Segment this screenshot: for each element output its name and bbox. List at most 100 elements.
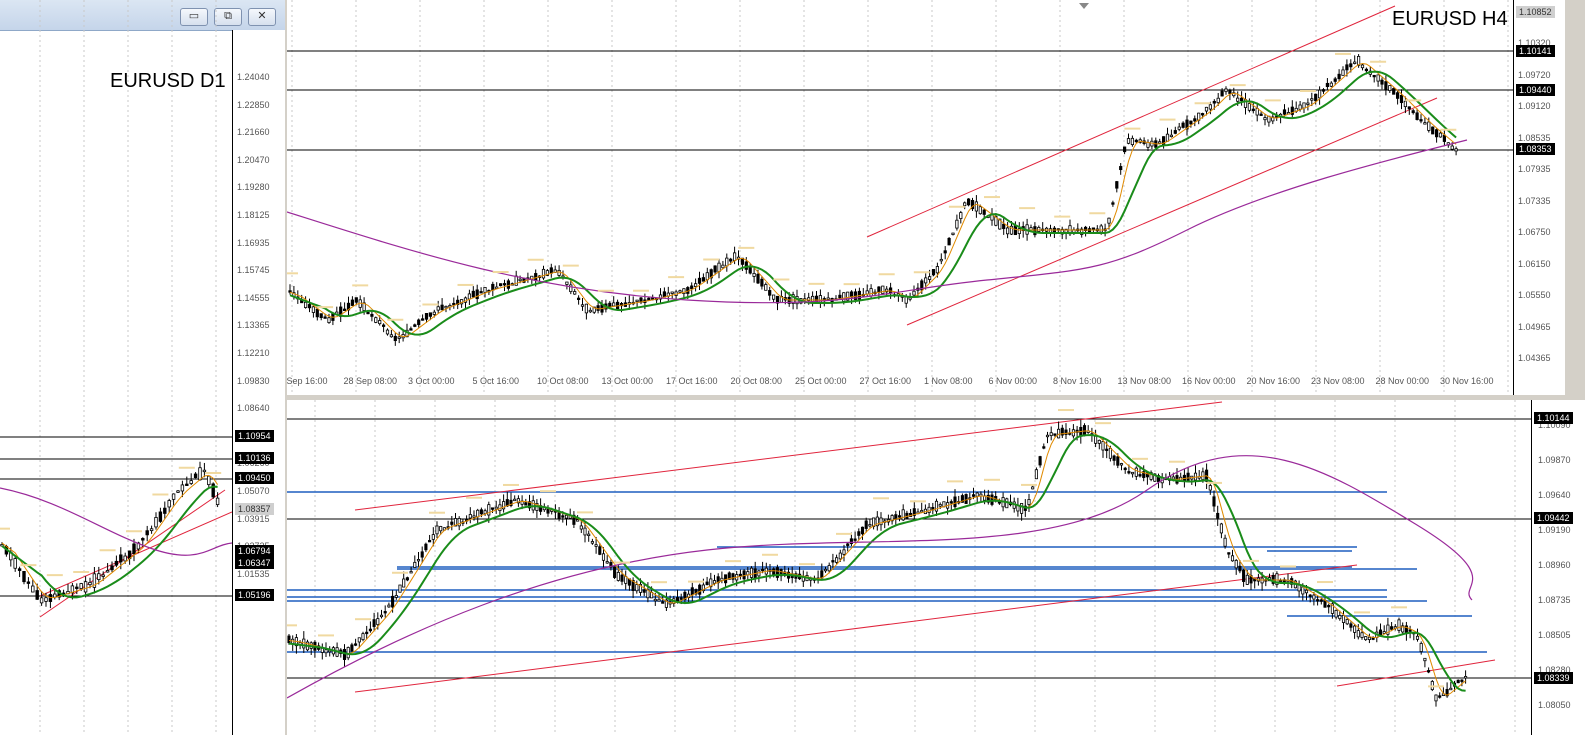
- candle-body: [1216, 512, 1220, 519]
- candle-body: [361, 633, 365, 641]
- bottom-plot-area[interactable]: [287, 400, 1531, 735]
- candle-body: [362, 302, 366, 311]
- time-axis-label: 1 Nov 08:00: [924, 376, 973, 386]
- candle-body: [1049, 432, 1053, 436]
- candle-body: [1304, 589, 1309, 594]
- price-level-tag: 1.10954: [235, 430, 274, 442]
- candle-body: [163, 507, 167, 514]
- chart-window-eurusd-d1[interactable]: ▭ ⧉ ✕ EURUSD D1 1.24040 1.22850 1.21660 1.2…: [0, 0, 285, 735]
- d1-plot-area[interactable]: [0, 0, 232, 735]
- candle-body: [1449, 687, 1453, 691]
- candle-body: [502, 283, 507, 286]
- price-scale[interactable]: 1.10090 1.09870 1.09640 1.09190 1.08960 1.087…: [1531, 400, 1585, 735]
- candle-body: [1169, 134, 1174, 138]
- candle-body: [1219, 523, 1223, 534]
- candle-body: [1372, 74, 1376, 78]
- moving-average-fast: [288, 430, 1466, 696]
- chart-window-eurusd-h4[interactable]: EURUSD H4 1.10320 1.09720 1.09120 1.08535 1.…: [287, 0, 1565, 395]
- candle-body: [101, 574, 105, 577]
- candle-body: [198, 467, 202, 481]
- candle-body: [1308, 594, 1312, 597]
- candle-body: [934, 500, 939, 512]
- candle-body: [471, 290, 475, 298]
- candle-body: [959, 212, 963, 219]
- price-level-tag: 1.10141: [1516, 45, 1555, 57]
- candle-body: [901, 509, 905, 521]
- candle-body: [1162, 136, 1166, 146]
- candle-body: [472, 515, 476, 518]
- moving-average-fast: [1, 474, 219, 599]
- candle-body: [141, 538, 145, 541]
- candle-body: [605, 561, 609, 564]
- candle-body: [791, 294, 795, 304]
- candle-body: [185, 483, 189, 486]
- candle-body: [323, 316, 327, 319]
- candle-body: [1216, 97, 1220, 104]
- candle-body: [1177, 126, 1181, 130]
- h4-plot-area[interactable]: [287, 0, 1513, 395]
- candle-body: [1255, 108, 1259, 116]
- candle-body: [145, 530, 149, 536]
- scroll-marker-icon[interactable]: [1079, 3, 1089, 9]
- price-scale[interactable]: 1.24040 1.22850 1.21660 1.20470 1.19280 1.181…: [232, 30, 285, 735]
- candle-body: [1240, 97, 1244, 102]
- candle-body: [931, 269, 936, 276]
- candle-body: [1242, 569, 1246, 582]
- candle-body: [1435, 129, 1439, 138]
- candle-body: [912, 508, 916, 516]
- candle-body: [955, 219, 959, 229]
- candle-body: [1356, 630, 1360, 638]
- candle-body: [865, 290, 869, 295]
- candle-body: [588, 309, 592, 313]
- candle-body: [1064, 429, 1068, 435]
- candle-body: [527, 501, 532, 509]
- candle-body: [1204, 106, 1209, 112]
- candle-body: [1399, 94, 1404, 104]
- candle-body: [1245, 574, 1249, 585]
- candle-body: [180, 484, 185, 492]
- candle-body: [397, 336, 401, 339]
- window-titlebar[interactable]: ▭ ⧉ ✕: [0, 0, 285, 31]
- price-tick-label: 1.09190: [1538, 525, 1571, 535]
- candle-body: [846, 291, 850, 301]
- candle-body: [678, 290, 682, 293]
- candle-body: [476, 509, 480, 518]
- price-level-tag: 1.09450: [235, 472, 274, 484]
- candle-body: [424, 313, 429, 320]
- price-tick-label: 1.09640: [1538, 490, 1571, 500]
- candle-body: [79, 583, 83, 589]
- candle-body: [1009, 225, 1014, 235]
- candle-body: [378, 320, 382, 325]
- candle-body: [385, 329, 390, 335]
- candle-body: [509, 499, 513, 506]
- candle-body: [1456, 679, 1460, 684]
- candle-body: [823, 568, 828, 572]
- candle-body: [771, 294, 776, 300]
- candle-body: [1031, 486, 1035, 490]
- candle-body: [215, 497, 220, 506]
- close-button[interactable]: ✕: [248, 8, 276, 26]
- price-scale[interactable]: 1.10320 1.09720 1.09120 1.08535 1.07935 1.073…: [1513, 0, 1565, 395]
- price-level-tag: 1.08353: [1516, 143, 1555, 155]
- candle-body: [576, 297, 581, 300]
- price-tick-label: 1.03915: [237, 513, 270, 524]
- price-tick-label: 1.07935: [1518, 164, 1551, 174]
- candle-body: [1057, 428, 1061, 439]
- candle-body: [609, 562, 613, 568]
- candle-body: [431, 534, 435, 540]
- candle-body: [1323, 600, 1327, 608]
- chart-window-eurusd-m30[interactable]: 1.10090 1.09870 1.09640 1.09190 1.08960 1.087…: [287, 400, 1585, 735]
- candle-body: [1345, 619, 1349, 625]
- candle-body: [662, 291, 667, 298]
- candle-body: [1223, 537, 1227, 547]
- moving-average-slow: [287, 455, 1474, 699]
- candle-body: [1116, 456, 1120, 466]
- candle-body: [697, 277, 702, 284]
- candle-body: [742, 570, 746, 580]
- minimize-button[interactable]: ▭: [180, 8, 208, 26]
- candle-body: [1423, 122, 1427, 125]
- restore-button[interactable]: ⧉: [214, 8, 242, 26]
- candle-body: [761, 568, 765, 572]
- candle-body: [92, 573, 97, 588]
- price-tick-label: 1.04365: [1518, 353, 1551, 363]
